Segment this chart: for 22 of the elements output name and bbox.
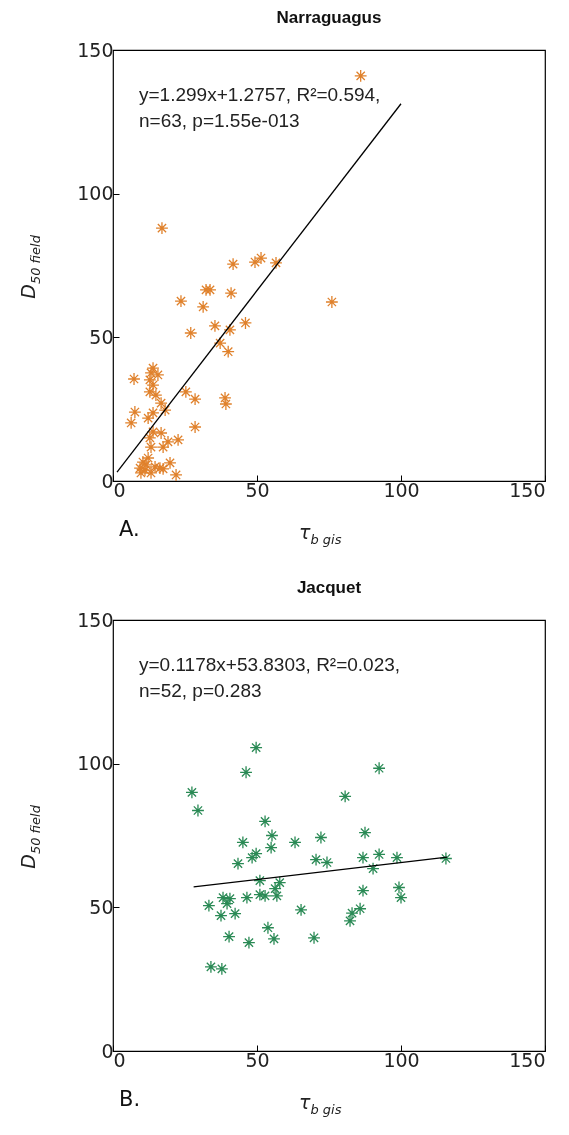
annotation: y=1.299x+1.2757, R²=0.594,	[139, 84, 381, 105]
y-tick-label: 150	[77, 38, 114, 61]
y-tick-label: 100	[77, 182, 114, 205]
annotation: n=52, p=0.283	[139, 680, 262, 701]
chart-title: Jacquet	[296, 578, 362, 597]
text: A.	[119, 517, 140, 541]
annotation: n=63, p=1.55e-013	[139, 110, 300, 131]
x-tick-label: 150	[509, 478, 546, 501]
x-tick-label: 150	[509, 1048, 546, 1071]
x-tick-label: 100	[383, 478, 420, 501]
x-tick-label: 50	[245, 478, 270, 501]
y-tick-label: 100	[77, 752, 114, 775]
y-tick-label: 150	[77, 608, 114, 631]
chart-title: Narraguagus	[276, 8, 382, 27]
x-tick-label: 50	[245, 1048, 270, 1071]
x-axis-title: τ$_{b gis}$	[299, 1091, 342, 1117]
x-axis-title: τ$_{b gis}$	[299, 521, 342, 547]
y-tick-label: 50	[89, 325, 114, 348]
text: B.	[119, 1087, 141, 1111]
y-tick-label: 50	[89, 895, 114, 918]
x-tick-label: 100	[383, 1048, 420, 1071]
annotation: y=0.1178x+53.8303, R²=0.023,	[139, 654, 401, 675]
